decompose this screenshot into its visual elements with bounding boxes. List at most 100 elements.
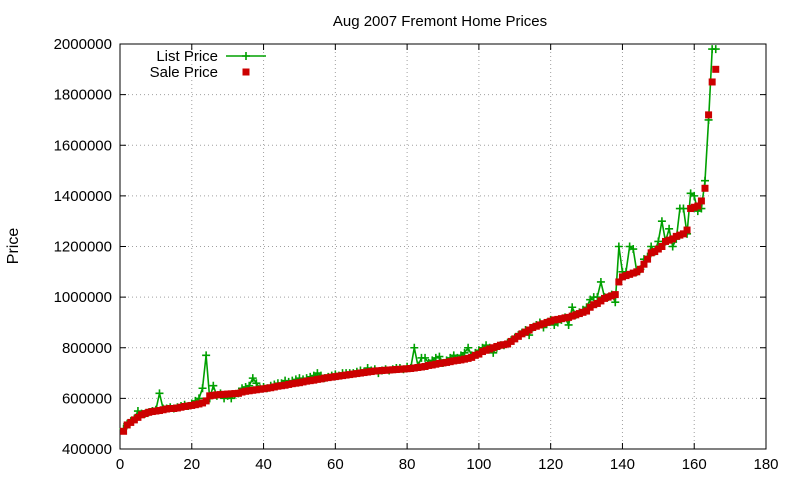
sale-price-point bbox=[285, 380, 293, 388]
sale-price-point bbox=[568, 312, 576, 320]
sale-price-point bbox=[651, 248, 659, 256]
x-tick-label: 20 bbox=[183, 456, 200, 473]
sale-price-point bbox=[500, 341, 508, 349]
y-tick-label: 1000000 bbox=[54, 289, 112, 306]
sale-price-point bbox=[486, 345, 494, 353]
legend-label-list-price: List Price bbox=[156, 48, 218, 65]
sale-price-point bbox=[417, 363, 425, 371]
list-price-point bbox=[596, 277, 605, 286]
legend-sale-price-sample bbox=[242, 68, 250, 76]
legend-label-sale-price: Sale Price bbox=[150, 64, 218, 81]
sale-price-point bbox=[468, 353, 476, 361]
sale-price-point bbox=[597, 297, 605, 305]
sale-price-point bbox=[622, 272, 630, 280]
sale-price-point bbox=[475, 350, 483, 358]
sale-price-point bbox=[640, 260, 648, 268]
sale-price-point bbox=[525, 326, 533, 334]
sale-price-point bbox=[665, 236, 673, 244]
sale-price-point bbox=[173, 404, 181, 412]
legend: List Price Sale Price bbox=[150, 48, 266, 81]
sale-price-point bbox=[590, 301, 598, 309]
list-price-point bbox=[155, 389, 164, 398]
sale-price-point bbox=[360, 369, 368, 377]
sale-price-point bbox=[242, 387, 250, 395]
sale-price-point bbox=[238, 388, 246, 396]
sale-price-point bbox=[496, 341, 504, 349]
sale-price-point bbox=[672, 232, 680, 240]
sale-price-point bbox=[712, 65, 720, 73]
sale-price-point bbox=[181, 402, 189, 410]
sale-price-point bbox=[353, 370, 361, 378]
sale-price-point bbox=[249, 386, 257, 394]
y-tick-label: 1800000 bbox=[54, 87, 112, 104]
sale-price-point bbox=[669, 235, 677, 243]
list-price-point bbox=[700, 176, 709, 185]
sale-price-point bbox=[267, 384, 275, 392]
sale-price-point bbox=[188, 401, 196, 409]
sale-price-point bbox=[547, 317, 555, 325]
sale-price-point bbox=[389, 366, 397, 374]
sale-price-point bbox=[403, 365, 411, 373]
chart-title: Aug 2007 Fremont Home Prices bbox=[333, 13, 547, 30]
sale-price-point bbox=[145, 408, 153, 416]
sale-price-point bbox=[324, 374, 332, 382]
sale-price-point bbox=[539, 320, 547, 328]
sale-price-point bbox=[658, 243, 666, 250]
sale-price-point bbox=[644, 255, 652, 263]
list-price-point bbox=[435, 352, 444, 361]
sale-price-point bbox=[679, 230, 687, 238]
sale-price-point bbox=[270, 383, 278, 391]
sale-price-point bbox=[687, 205, 695, 213]
sale-price-point bbox=[701, 184, 709, 192]
sale-price-point bbox=[518, 330, 526, 338]
sale-price-point bbox=[335, 372, 343, 380]
list-price-point bbox=[421, 353, 430, 362]
sale-price-point bbox=[550, 316, 558, 324]
sale-price-point bbox=[439, 359, 447, 367]
sale-price-point bbox=[615, 278, 623, 286]
sale-price-point bbox=[138, 411, 146, 419]
sale-price-point bbox=[148, 408, 156, 416]
y-tick-label: 1600000 bbox=[54, 137, 112, 154]
sale-price-point bbox=[446, 358, 454, 366]
list-price-point bbox=[198, 384, 207, 393]
sale-price-point bbox=[450, 357, 458, 365]
sale-price-point bbox=[443, 358, 451, 366]
sale-price-point bbox=[313, 375, 321, 383]
sale-price-point bbox=[708, 78, 716, 86]
list-price-point bbox=[614, 242, 623, 251]
sale-price-point bbox=[435, 359, 443, 367]
y-tick-label: 800000 bbox=[62, 340, 112, 357]
sale-price-point bbox=[303, 377, 311, 385]
sale-price-point bbox=[278, 382, 285, 390]
sale-price-point bbox=[356, 369, 364, 377]
legend-list-price-marker bbox=[242, 52, 250, 60]
y-axis-label: Price bbox=[5, 228, 22, 265]
sale-price-point bbox=[604, 293, 612, 301]
sale-price-point bbox=[234, 389, 242, 397]
sale-price-point bbox=[155, 407, 163, 415]
sale-price-point bbox=[662, 237, 670, 245]
sale-price-point bbox=[633, 268, 641, 276]
list-price-point bbox=[654, 237, 663, 246]
series-sale-price bbox=[120, 65, 720, 435]
sale-price-point bbox=[220, 390, 228, 398]
sale-price-point bbox=[123, 421, 131, 429]
y-tick-label: 1200000 bbox=[54, 239, 112, 256]
sale-price-point bbox=[134, 413, 142, 421]
legend-list-price-sample bbox=[226, 52, 266, 60]
sale-price-point bbox=[382, 366, 390, 374]
sale-price-point bbox=[636, 265, 644, 273]
x-tick-label: 140 bbox=[610, 456, 635, 473]
x-tick-label: 40 bbox=[255, 456, 272, 473]
sale-price-point bbox=[141, 410, 149, 418]
x-axis: 0 20 40 60 80 100 120 140 160 180 bbox=[116, 44, 779, 473]
sale-price-point bbox=[310, 376, 318, 384]
sale-price-point bbox=[292, 379, 300, 387]
list-price-point bbox=[593, 293, 602, 302]
list-price-point bbox=[248, 374, 257, 383]
sale-price-point bbox=[396, 365, 404, 373]
list-price-point bbox=[202, 351, 211, 360]
sale-price-point bbox=[608, 292, 616, 300]
